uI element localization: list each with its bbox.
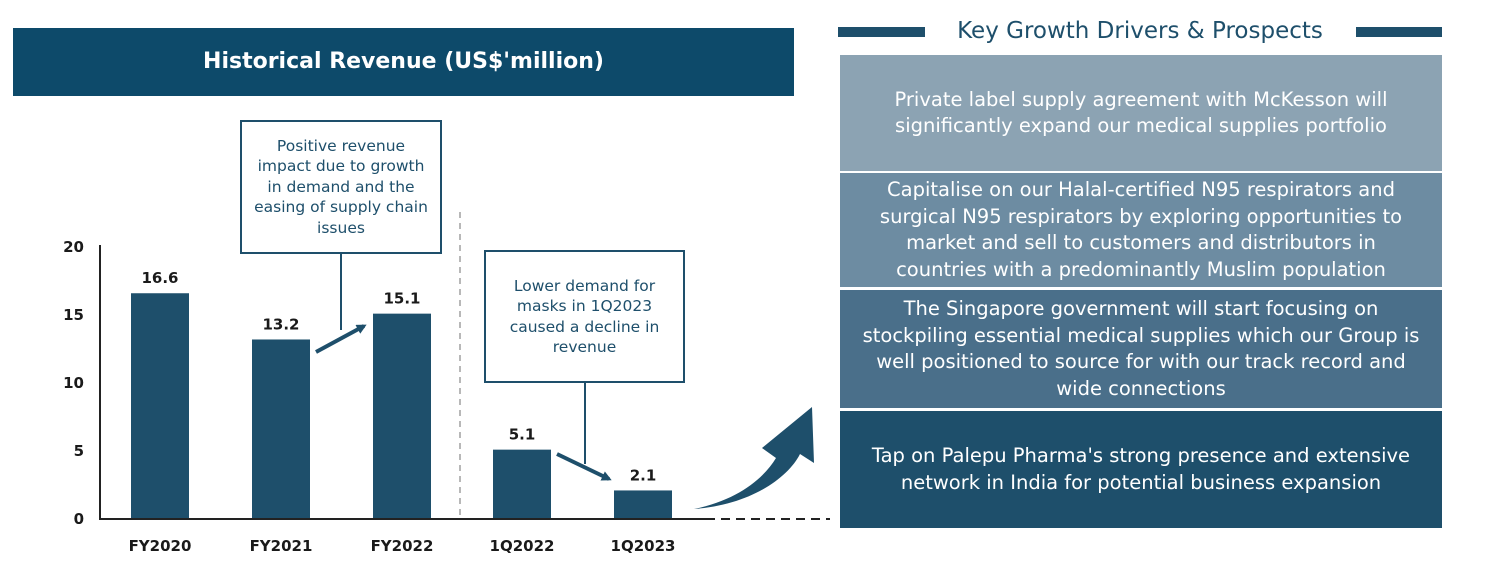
growth-driver-stockpiling: The Singapore government will start focu… xyxy=(840,290,1442,408)
callout-lower-demand: Lower demand for masks in 1Q2023 caused … xyxy=(484,250,685,383)
bar-1q2022 xyxy=(493,449,551,519)
y-tick-label-20: 20 xyxy=(63,238,84,256)
bar-fy2021 xyxy=(252,339,310,519)
y-tick-label-10: 10 xyxy=(63,374,84,392)
bar-fy2022 xyxy=(373,313,431,519)
callout-positive-revenue: Positive revenue impact due to growth in… xyxy=(240,120,442,254)
data-label-fy2021: 13.2 xyxy=(262,315,299,333)
header-left-rule xyxy=(838,27,925,37)
decrease-arrow xyxy=(556,452,612,481)
chart-title: Historical Revenue (US$'million) xyxy=(203,49,604,74)
increase-arrow xyxy=(315,324,367,354)
prospects-header: Key Growth Drivers & Prospects xyxy=(838,12,1442,50)
growth-driver-mckesson: Private label supply agreement with McKe… xyxy=(840,55,1442,171)
growth-driver-palepu-pharma: Tap on Palepu Pharma's strong presence a… xyxy=(840,411,1442,528)
x-tick-label-fy2021: FY2021 xyxy=(250,537,313,555)
x-tick-label-fy2022: FY2022 xyxy=(371,537,434,555)
x-tick-label-1q2023: 1Q2023 xyxy=(611,537,676,555)
x-tick-label-1q2022: 1Q2022 xyxy=(490,537,555,555)
revenue-bar-chart: 0 5 10 15 20 16.6 FY2020 13.2 FY2021 15.1 FY2022 5… xyxy=(63,212,830,555)
data-label-fy2020: 16.6 xyxy=(141,269,178,287)
prospects-title: Key Growth Drivers & Prospects xyxy=(957,18,1323,44)
bar-fy2020 xyxy=(131,293,189,519)
header-right-rule xyxy=(1356,27,1442,37)
y-tick-label-15: 15 xyxy=(63,306,84,324)
y-tick-label-5: 5 xyxy=(74,442,84,460)
growth-arrow-icon xyxy=(694,407,814,509)
data-label-fy2022: 15.1 xyxy=(383,290,420,308)
y-tick-label-0: 0 xyxy=(74,510,84,528)
x-tick-label-fy2020: FY2020 xyxy=(129,537,192,555)
growth-driver-halal-n95: Capitalise on our Halal-certified N95 re… xyxy=(840,173,1442,287)
chart-title-bar: Historical Revenue (US$'million) xyxy=(13,28,794,96)
bar-1q2023 xyxy=(614,490,672,519)
data-label-1q2022: 5.1 xyxy=(509,426,536,444)
data-label-1q2023: 2.1 xyxy=(630,466,657,484)
